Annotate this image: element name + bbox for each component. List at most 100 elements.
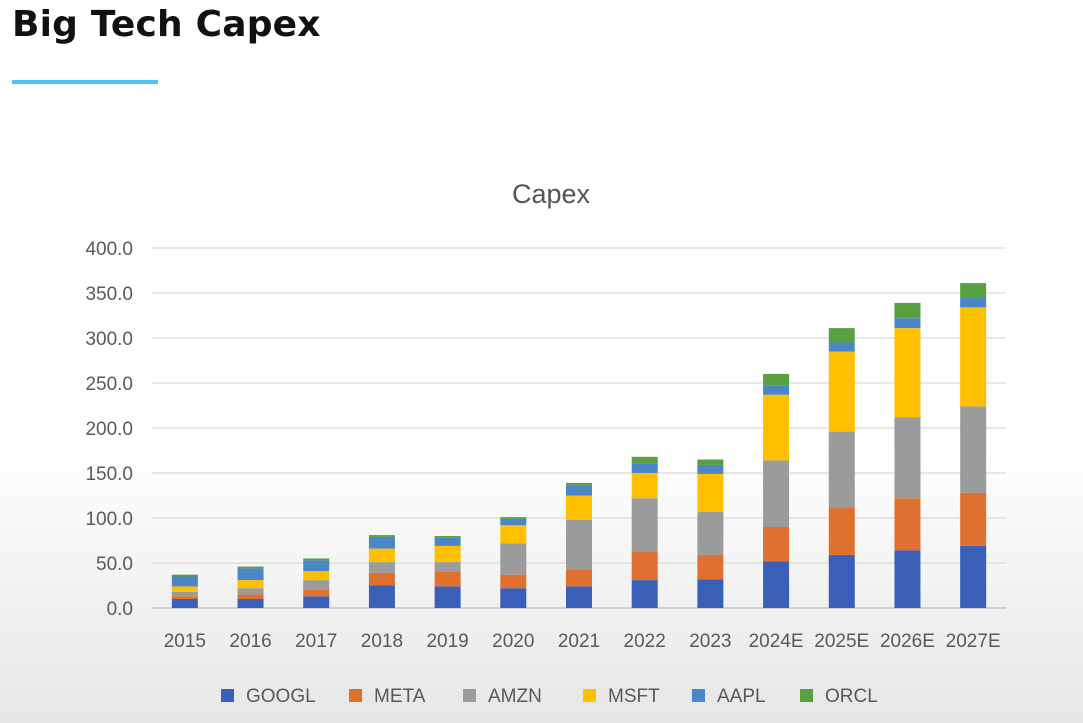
bar-stack-2015 (171, 574, 198, 608)
bar-segment-orcl (237, 566, 264, 569)
bar-stack-2018 (368, 535, 395, 608)
bar-segment-msft (894, 328, 921, 418)
bar-segment-msft (368, 548, 395, 563)
bar-segment-amzn (368, 562, 395, 573)
bar-segment-msft (171, 586, 198, 592)
x-tick-label: 2027E (946, 631, 1001, 652)
bar-segment-aapl (894, 318, 921, 329)
bar-segment-amzn (171, 591, 198, 597)
bar-segment-aapl (434, 537, 461, 546)
bar-segment-amzn (237, 588, 264, 595)
bar-segment-aapl (368, 536, 395, 549)
bar-segment-meta (303, 590, 330, 597)
bar-segment-googl (566, 586, 592, 608)
bar-segment-amzn (960, 406, 987, 493)
bar-segment-aapl (237, 568, 264, 581)
bar-segment-aapl (171, 576, 198, 587)
legend-swatch-amzn (463, 689, 476, 702)
bar-stack-2021 (566, 482, 592, 608)
legend-label-orcl: ORCL (825, 686, 878, 707)
bar-segment-msft (763, 394, 790, 461)
bar-segment-msft (631, 473, 658, 499)
bar-stack-2016 (237, 566, 264, 608)
bar-stack-2019 (434, 536, 461, 608)
bar-segment-orcl (368, 535, 395, 537)
bar-segment-orcl (894, 302, 921, 319)
y-tick-label: 300.0 (85, 329, 133, 350)
bar-segment-aapl (500, 518, 527, 526)
bar-segment-meta (500, 574, 527, 589)
bar-segment-aapl (697, 464, 724, 474)
bar-segment-msft (960, 307, 987, 407)
x-tick-label: 2019 (426, 631, 468, 652)
bar-segment-googl (631, 580, 658, 608)
chart-title: Capex (512, 179, 591, 209)
bar-segment-amzn (303, 580, 330, 590)
legend-label-googl: GOOGL (246, 686, 316, 707)
bar-segment-orcl (303, 558, 330, 561)
legend-swatch-orcl (800, 689, 813, 702)
bar-stack-2025E (828, 328, 855, 608)
x-tick-label: 2020 (492, 631, 534, 652)
bar-segment-orcl (960, 283, 987, 298)
x-tick-label: 2022 (624, 631, 666, 652)
bar-segment-aapl (303, 560, 330, 572)
bar-segment-meta (763, 527, 790, 562)
bar-segment-googl (237, 599, 264, 608)
legend-label-meta: META (374, 686, 426, 707)
x-axis: 2015 2016 2017 2018 2019 2020 2021 2022 2023 2024… (164, 631, 1001, 652)
x-tick-label: 2016 (229, 631, 271, 652)
bar-segment-msft (828, 351, 855, 432)
bar-segment-orcl (434, 536, 461, 538)
bar-segment-msft (303, 571, 330, 581)
bar-segment-amzn (631, 498, 658, 552)
bar-segment-msft (566, 495, 592, 520)
bar-segment-aapl (763, 385, 790, 395)
bar-segment-msft (500, 525, 527, 544)
bar-segment-meta (894, 498, 921, 551)
bar-segment-meta (960, 492, 987, 546)
bar-segment-googl (500, 588, 527, 608)
bars (171, 283, 987, 608)
bar-segment-amzn (894, 417, 921, 499)
bar-segment-msft (697, 473, 724, 512)
bar-segment-orcl (828, 328, 855, 343)
x-tick-label: 2017 (295, 631, 337, 652)
x-tick-label: 2018 (361, 631, 403, 652)
bar-segment-amzn (500, 543, 527, 575)
legend-label-amzn: AMZN (488, 686, 542, 707)
bar-segment-aapl (631, 463, 658, 473)
bar-segment-meta (368, 572, 395, 586)
bar-segment-orcl (631, 456, 658, 464)
y-tick-label: 0.0 (107, 599, 133, 620)
y-axis: 0.0 50.0 100.0 150.0 200.0 250.0 300.0 350.0 400… (85, 239, 133, 620)
slide-title: Big Tech Capex (12, 4, 321, 45)
bar-segment-amzn (828, 431, 855, 508)
legend: GOOGL META AMZN MSFT AAPL ORCL (221, 686, 878, 707)
bar-stack-2027E (960, 283, 987, 608)
bar-segment-aapl (566, 485, 592, 496)
bar-segment-orcl (566, 482, 592, 486)
bar-segment-googl (434, 586, 461, 608)
bar-segment-amzn (697, 511, 724, 555)
bar-stack-2022 (631, 456, 658, 608)
bar-segment-aapl (828, 342, 855, 352)
y-tick-label: 250.0 (85, 374, 133, 395)
legend-swatch-googl (221, 689, 234, 702)
bar-segment-googl (960, 545, 987, 608)
bar-stack-2020 (500, 517, 527, 608)
bar-stack-2024E (763, 374, 790, 608)
legend-label-msft: MSFT (608, 686, 660, 707)
bar-segment-amzn (434, 562, 461, 572)
bar-segment-aapl (960, 297, 987, 308)
bar-segment-meta (631, 551, 658, 581)
x-tick-label: 2015 (164, 631, 206, 652)
bar-segment-meta (828, 507, 855, 555)
bar-segment-meta (237, 594, 264, 599)
bar-segment-meta (566, 569, 592, 587)
bar-segment-amzn (763, 460, 790, 527)
y-tick-label: 100.0 (85, 509, 133, 530)
x-tick-label: 2026E (880, 631, 935, 652)
y-tick-label: 50.0 (96, 554, 133, 575)
bar-segment-googl (368, 585, 395, 608)
